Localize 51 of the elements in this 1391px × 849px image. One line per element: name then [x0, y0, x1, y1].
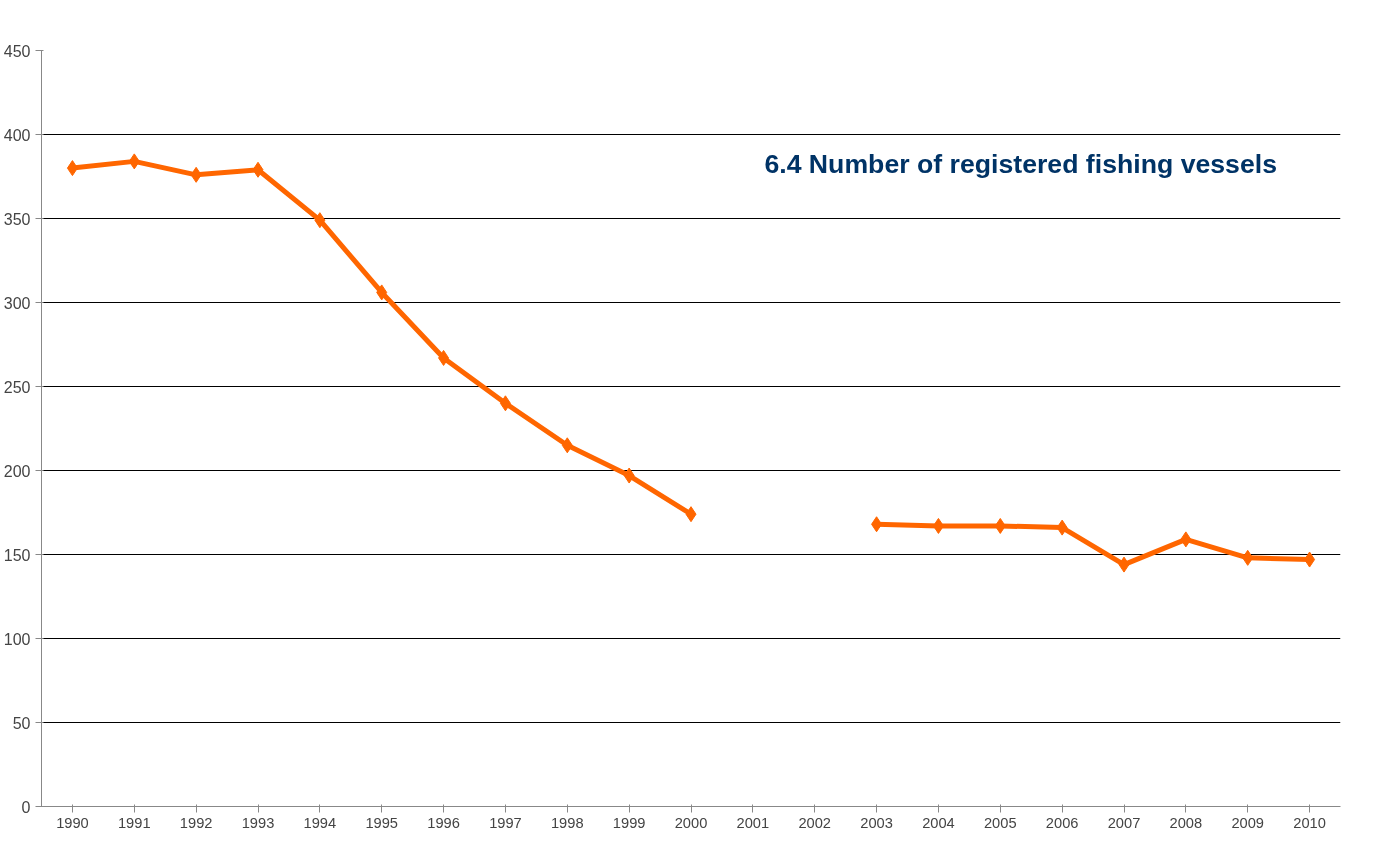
x-tick-label: 2008 [1169, 814, 1203, 831]
x-tick-label: 2009 [1231, 814, 1265, 831]
y-tick-label: 300 [3, 294, 31, 312]
x-tick-label: 2000 [674, 814, 708, 831]
y-tick-label: 250 [3, 378, 31, 396]
y-tick-label: 0 [21, 798, 31, 816]
x-tick-label: 2003 [860, 814, 893, 831]
x-tick-label: 1994 [303, 814, 337, 831]
x-tick-label: 1998 [550, 814, 584, 831]
x-tick-label: 2002 [798, 814, 832, 831]
point [1242, 549, 1254, 566]
x-tick-label: 2004 [922, 814, 955, 831]
x-tick-label: 1999 [612, 814, 646, 831]
y-tick-label: 450 [3, 42, 31, 60]
point [1056, 519, 1068, 536]
x-tick-label: 1997 [489, 814, 522, 831]
x-tick-label: 1990 [56, 814, 89, 831]
y-tick-label: 200 [3, 462, 31, 480]
text: 6.4 Number of registered fishing vessels [764, 149, 1277, 180]
x-tick-label: 2006 [1045, 814, 1079, 831]
point [190, 166, 202, 183]
point [66, 160, 78, 177]
x-tick-label: 2001 [736, 814, 770, 831]
point [314, 212, 326, 229]
x-tick-label: 2007 [1107, 814, 1141, 831]
y-tick-label: 150 [3, 546, 31, 564]
point [994, 517, 1006, 534]
x-tick-label: 1991 [117, 814, 151, 831]
point [1118, 556, 1130, 573]
y-tick-label: 100 [3, 630, 31, 648]
point [1180, 531, 1192, 548]
x-tick-label: 1996 [427, 814, 460, 831]
x-tick-label: 2005 [983, 814, 1017, 831]
point [376, 284, 388, 301]
point [128, 153, 140, 170]
point [685, 506, 697, 523]
point [561, 437, 573, 454]
point [438, 349, 450, 366]
x-tick-label: 1995 [365, 814, 399, 831]
y-tick-label: 400 [3, 126, 31, 144]
y-tick-label: 50 [12, 714, 31, 732]
point [252, 161, 264, 178]
x-tick-label: 1993 [241, 814, 275, 831]
point [499, 395, 511, 412]
y-tick-label: 350 [3, 210, 31, 228]
x-tick-label: 1992 [179, 814, 213, 831]
point [871, 516, 883, 533]
point [932, 517, 944, 534]
point [623, 467, 635, 484]
x-tick-label: 2010 [1293, 814, 1326, 831]
point [1304, 551, 1316, 568]
